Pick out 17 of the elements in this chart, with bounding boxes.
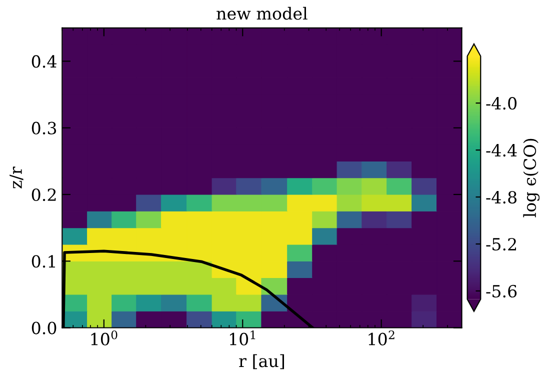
y-tick-label: 0.3	[32, 122, 56, 134]
color-bar-title: log ϵ(CO)	[523, 138, 540, 218]
y-tick-label: 0.0	[32, 322, 56, 334]
y-tick-label: 0.1	[32, 255, 55, 268]
chart-title: new model	[216, 6, 308, 20]
y-tick-label: 0.4	[32, 55, 56, 68]
color-bar-label: -5.2	[486, 238, 516, 251]
x-tick-label: 10$^{1}$	[230, 330, 256, 346]
x-axis-title: r [au]	[239, 354, 284, 370]
y-axis-title: z/r	[10, 166, 24, 188]
y-tick-label: 0.2	[32, 188, 56, 202]
color-bar-label: -4.8	[486, 190, 517, 204]
x-tick-label: 10$^{2}$	[368, 330, 394, 346]
color-bar-label: -5.6	[486, 284, 517, 298]
x-tick-label: 10$^{0}$	[91, 330, 118, 346]
color-bar-label: -4.0	[486, 97, 517, 110]
color-bar-label: -4.4	[486, 144, 517, 157]
